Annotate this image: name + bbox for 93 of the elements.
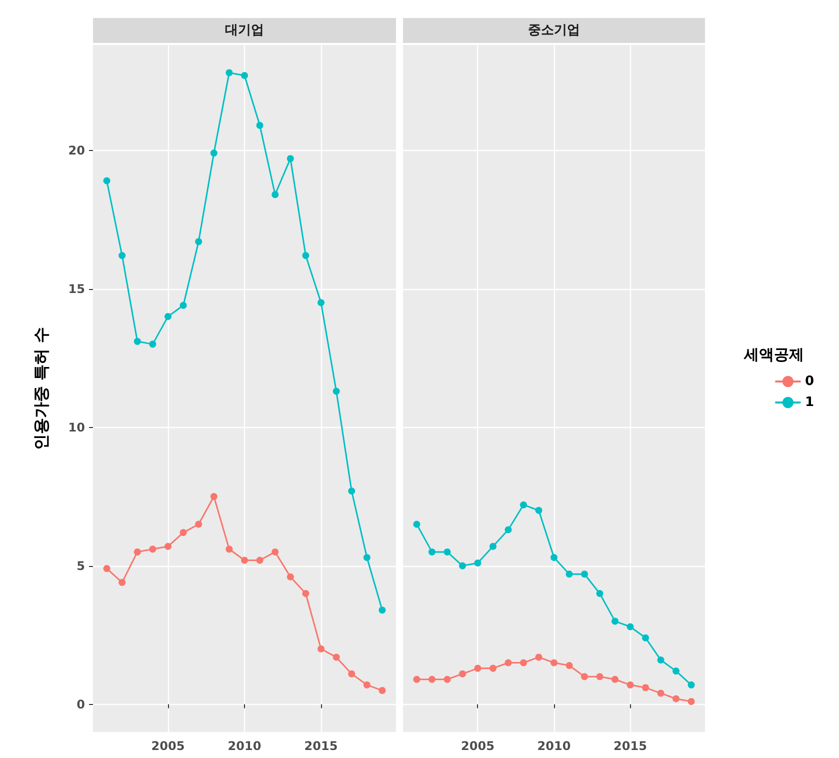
y-axis-title: 인용가중 특허 수 xyxy=(32,326,50,450)
point xyxy=(256,122,264,129)
point xyxy=(378,686,386,694)
point xyxy=(118,578,126,586)
point xyxy=(688,681,695,688)
point xyxy=(672,695,680,702)
y-tick-label: 5 xyxy=(76,558,85,573)
point xyxy=(241,72,248,79)
legend-label: 0 xyxy=(804,374,814,389)
chart-title: 중소기업 xyxy=(528,23,580,38)
point xyxy=(103,565,110,572)
y-tick-label: 15 xyxy=(68,282,85,296)
point xyxy=(332,388,340,395)
point xyxy=(164,312,172,320)
point xyxy=(286,155,294,162)
point xyxy=(103,177,110,184)
point xyxy=(318,645,325,652)
y-tick-label: 0 xyxy=(76,697,85,712)
point xyxy=(642,634,650,642)
point xyxy=(363,681,370,688)
point xyxy=(226,69,233,76)
x-tick-label: 2015 xyxy=(614,739,647,753)
point xyxy=(428,676,436,683)
point xyxy=(672,668,680,675)
point xyxy=(581,570,588,578)
point xyxy=(348,488,356,494)
point xyxy=(134,338,141,345)
point xyxy=(134,548,141,556)
point xyxy=(332,654,340,661)
point xyxy=(520,659,527,666)
point xyxy=(474,560,482,567)
point xyxy=(474,664,482,672)
point xyxy=(581,673,588,680)
point xyxy=(550,659,558,666)
point xyxy=(363,554,370,561)
point xyxy=(272,191,279,198)
point xyxy=(596,590,604,597)
point xyxy=(180,302,187,309)
point xyxy=(642,684,650,692)
point xyxy=(566,570,573,578)
x-tick-label: 2005 xyxy=(461,739,494,753)
point xyxy=(118,252,126,260)
point xyxy=(226,546,233,553)
y-tick-label: 10 xyxy=(68,420,85,434)
point xyxy=(458,562,466,570)
point xyxy=(164,542,172,550)
point xyxy=(626,681,634,688)
point xyxy=(428,548,436,556)
point xyxy=(612,618,619,625)
point xyxy=(444,676,451,683)
point xyxy=(688,698,695,706)
x-tick-label: 2010 xyxy=(228,739,262,753)
point xyxy=(489,542,496,550)
point xyxy=(657,656,664,664)
point xyxy=(318,299,325,306)
point xyxy=(612,676,619,683)
x-tick-label: 2010 xyxy=(537,739,571,753)
point xyxy=(413,676,420,683)
point xyxy=(272,548,279,556)
chart-title: 대기업 xyxy=(225,23,264,38)
point xyxy=(348,670,356,678)
point xyxy=(657,690,664,697)
y-tick-label: 20 xyxy=(68,143,85,158)
x-tick-label: 2015 xyxy=(304,739,338,753)
point xyxy=(302,590,310,597)
point xyxy=(535,654,542,661)
point xyxy=(413,520,420,528)
point xyxy=(489,664,496,672)
point xyxy=(286,573,294,580)
point xyxy=(566,662,573,670)
point xyxy=(210,150,218,157)
point xyxy=(256,556,264,564)
point xyxy=(535,506,542,514)
point xyxy=(444,548,451,556)
point xyxy=(195,520,202,528)
point xyxy=(596,673,604,680)
point xyxy=(302,252,310,260)
point xyxy=(241,556,248,564)
point xyxy=(458,670,466,678)
point xyxy=(504,659,512,666)
point xyxy=(504,526,512,534)
x-tick-label: 2005 xyxy=(151,739,185,753)
point xyxy=(520,501,527,508)
point xyxy=(149,340,156,348)
point xyxy=(180,529,187,536)
legend-label: 1 xyxy=(804,395,814,410)
point xyxy=(550,554,558,561)
legend-title: 세액공제 xyxy=(743,346,804,364)
point xyxy=(195,238,202,246)
point xyxy=(149,546,156,553)
point xyxy=(378,606,386,614)
point xyxy=(626,623,634,630)
point xyxy=(210,493,218,500)
